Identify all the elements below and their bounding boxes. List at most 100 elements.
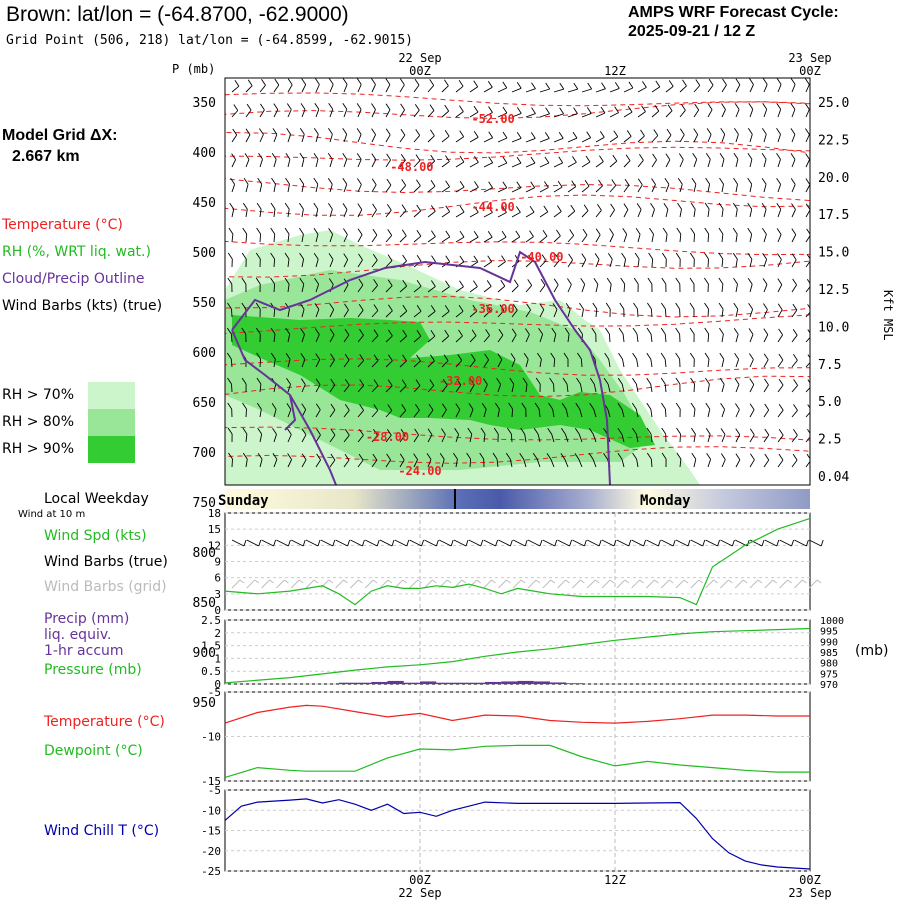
y-tick-label: -5 (208, 686, 221, 699)
legend-wind-barbs: Wind Barbs (kts) (true) (2, 298, 163, 314)
wind-barb (492, 452, 499, 468)
wind-barb (762, 227, 767, 243)
wind-barb (693, 103, 700, 118)
surface-wind-barb (350, 539, 365, 547)
wind-barb (732, 252, 738, 268)
wind-barb (665, 128, 672, 143)
wind-barb (329, 303, 335, 318)
wind-barb (328, 78, 334, 93)
grid-wind-barb (276, 579, 289, 589)
wind-barb (733, 302, 739, 318)
wind-barb (497, 255, 506, 268)
wind-barb (399, 379, 407, 393)
wind-barb (665, 104, 673, 118)
height-tick: 17.5 (818, 208, 849, 223)
wind-barb (469, 105, 479, 118)
wind-barb (805, 128, 810, 143)
wind-barb (385, 354, 393, 368)
pressure-tick-right: 1000 (820, 616, 844, 627)
pressure-tick: 900 (193, 646, 216, 661)
wind-barb (650, 203, 655, 218)
wind-barb (648, 252, 654, 268)
wind-barb (227, 302, 233, 318)
wind-barb (677, 202, 682, 218)
wind-barb (617, 427, 625, 443)
height-tick: 5.0 (818, 395, 841, 410)
wind-barb (720, 403, 726, 418)
y-tick-label: -15 (201, 775, 221, 788)
wind-barb (734, 103, 740, 118)
wind-barb (300, 103, 306, 118)
wind-barb (300, 378, 306, 393)
precip-label-2: liq. equiv. (44, 627, 112, 643)
page-title: Brown: lat/lon = (-64.8700, -62.9000) (6, 3, 349, 26)
wind-barb (426, 453, 432, 468)
wind-barb (399, 128, 406, 143)
wind-barb (748, 328, 754, 343)
wind-barb (623, 154, 631, 168)
wind-barb (299, 277, 305, 293)
wind-barb (371, 379, 379, 393)
surface-wind-barb (468, 539, 484, 547)
wind-barb (427, 104, 435, 118)
wind-barb (577, 352, 583, 368)
wind-barb (272, 128, 278, 143)
grid-wind-barb (808, 579, 822, 589)
wind-barb (466, 452, 472, 468)
bottom-time-label: 00Z (799, 873, 821, 887)
wind-barb (455, 130, 465, 143)
wind-barb (343, 353, 350, 368)
surface-wind-barb (690, 539, 706, 547)
isotherm-line (225, 178, 810, 201)
wind-barb (525, 82, 536, 93)
wind-barb (300, 353, 306, 368)
windchill-line (224, 798, 811, 870)
wind-barb (357, 303, 364, 318)
surface-wind-barb (527, 539, 543, 547)
wind-barb (399, 229, 407, 243)
wind-barb (581, 180, 590, 193)
wind-barb (776, 103, 782, 118)
wind-barb (469, 206, 479, 218)
wind-barb (329, 428, 336, 443)
wind-barb (676, 227, 682, 243)
wind-barb (567, 107, 578, 118)
wind-barb (356, 128, 362, 143)
wind-barb (342, 128, 348, 143)
wind-barb (609, 179, 617, 193)
wind-barb (257, 427, 263, 443)
y-tick-label: -25 (201, 865, 221, 878)
wind-barb (619, 302, 625, 318)
wind-barb (497, 353, 503, 368)
wind-barb (609, 130, 619, 143)
isotherm-line (225, 260, 810, 278)
wind-barb (285, 327, 291, 343)
y-tick-label: 12 (208, 539, 221, 552)
wind-barb (385, 103, 391, 118)
wind-barb (662, 227, 668, 243)
wind-barb (733, 152, 739, 168)
wind-barbs-true-label: Wind Barbs (true) (44, 554, 168, 570)
wind-barb (313, 177, 319, 193)
wind-barb (413, 329, 422, 343)
wind-barb (675, 377, 681, 393)
wind-barb (385, 153, 391, 168)
wind-barb (469, 280, 478, 293)
wind-barb (313, 252, 319, 268)
wind-barb (675, 402, 681, 418)
wind-barb (522, 377, 528, 393)
wind-barb (539, 107, 550, 118)
wind-barb (805, 253, 810, 268)
wind-barb (342, 203, 348, 218)
wind-barb (483, 304, 491, 318)
wind-barb (677, 177, 683, 193)
grid-wind-barb (424, 579, 437, 589)
precip-bar (371, 681, 388, 684)
wind-barb (385, 203, 392, 218)
wind-barb (539, 278, 546, 293)
wind-barb (763, 328, 769, 343)
grid-wind-barb (794, 579, 807, 589)
wind-barb (549, 377, 555, 393)
wind-barb (342, 103, 348, 118)
wind-barb (747, 152, 753, 168)
